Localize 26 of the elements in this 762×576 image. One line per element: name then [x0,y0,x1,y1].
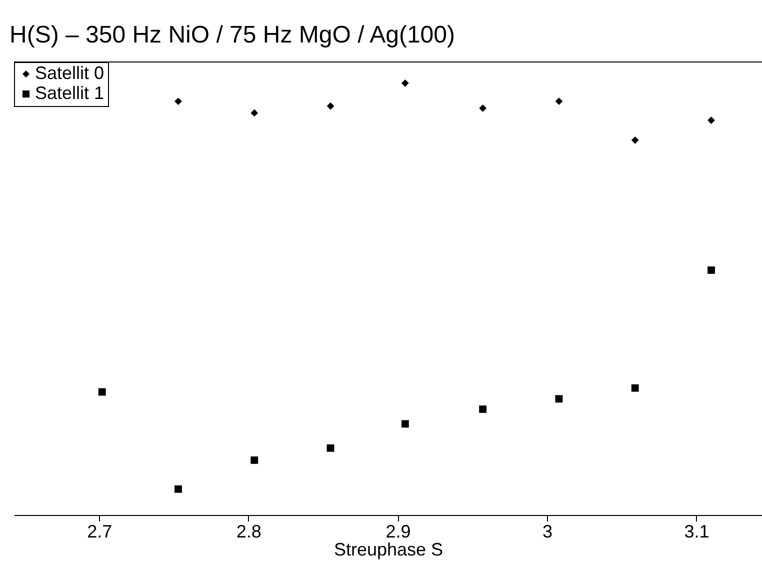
x-tick-label: 2.7 [87,522,112,542]
point [479,104,487,112]
point [631,384,639,392]
point [708,266,715,274]
x-tick-label: 2.9 [386,522,411,542]
point [631,136,639,144]
point [555,395,563,403]
x-tick-label: 3.1 [684,522,710,542]
point [174,485,182,493]
chart-title: H(S) – 350 Hz NiO / 75 Hz MgO / Ag(100) [10,22,455,48]
point [250,109,258,117]
point [98,388,106,396]
point [326,102,334,110]
point [174,98,182,106]
x-axis-title: Streuphase S [334,540,444,560]
x-tick-label: 3 [542,522,553,542]
point [555,98,563,106]
point [250,456,258,464]
point [479,405,487,413]
point [401,420,409,428]
x-tick-label: 2.8 [236,522,262,542]
legend-label: Satellit 1 [35,83,104,103]
point [401,79,409,87]
legend-label: Satellit 0 [35,63,104,83]
point [708,116,715,124]
point [326,444,334,452]
